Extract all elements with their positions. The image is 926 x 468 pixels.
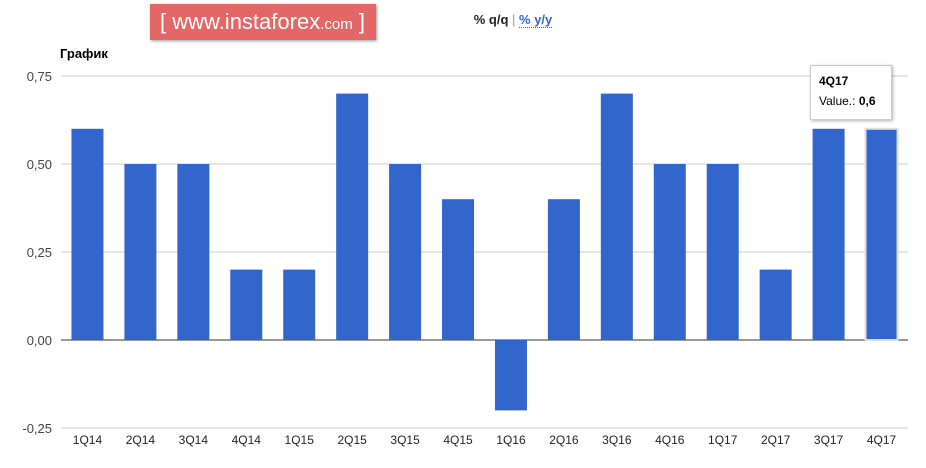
- x-tick-label: 4Q14: [232, 433, 262, 447]
- y-tick-label: 0,00: [27, 333, 52, 348]
- bar: [759, 269, 792, 340]
- yy-toggle[interactable]: % y/y: [519, 12, 553, 28]
- bar: [336, 93, 369, 340]
- bar: [442, 199, 475, 340]
- bar: [494, 340, 527, 411]
- tooltip: 4Q17 Value.: 0,6: [810, 65, 892, 120]
- bar: [71, 128, 104, 340]
- x-tick-label: 2Q17: [761, 433, 791, 447]
- x-tick-label: 3Q16: [602, 433, 632, 447]
- y-tick-label: -0,25: [22, 421, 52, 436]
- bar: [600, 93, 633, 340]
- tooltip-label: Value.:: [819, 94, 856, 108]
- x-tick-label: 3Q15: [390, 433, 420, 447]
- bar: [812, 128, 845, 340]
- bar: [230, 269, 263, 340]
- bar: [283, 269, 316, 340]
- bar: [547, 199, 580, 340]
- x-tick-label: 3Q17: [814, 433, 844, 447]
- x-tick-label: 3Q14: [179, 433, 209, 447]
- qq-toggle[interactable]: % q/q: [473, 12, 509, 27]
- chart-title: График: [60, 46, 108, 61]
- x-tick-label: 1Q16: [496, 433, 526, 447]
- separator: |: [512, 12, 516, 27]
- tooltip-category: 4Q17: [819, 74, 849, 88]
- bar: [653, 164, 686, 340]
- x-tick-label: 4Q16: [655, 433, 685, 447]
- x-tick-label: 2Q16: [549, 433, 579, 447]
- y-tick-label: 0,25: [27, 245, 52, 260]
- x-tick-label: 2Q14: [126, 433, 156, 447]
- x-tick-label: 4Q17: [867, 433, 897, 447]
- y-tick-label: 0,75: [27, 69, 52, 84]
- bar: [124, 164, 157, 340]
- y-tick-label: 0,50: [27, 157, 52, 172]
- wm-open: [: [160, 9, 167, 34]
- x-tick-label: 1Q15: [285, 433, 315, 447]
- tooltip-value: 0,6: [858, 94, 876, 108]
- watermark: [ www.instaforex.com ]: [150, 4, 376, 40]
- wm-close: ]: [358, 9, 365, 34]
- x-tick-label: 1Q14: [73, 433, 103, 447]
- x-tick-label: 4Q15: [443, 433, 473, 447]
- bar: [389, 164, 422, 340]
- wm-main: www.instaforex: [172, 9, 321, 34]
- wm-tld: .com: [320, 16, 353, 33]
- bar: [177, 164, 210, 340]
- x-tick-label: 2Q15: [337, 433, 367, 447]
- series-toggle: % q/q | % y/y: [0, 12, 926, 28]
- bar: [706, 164, 739, 340]
- x-tick-label: 1Q17: [708, 433, 738, 447]
- bar: [864, 127, 899, 341]
